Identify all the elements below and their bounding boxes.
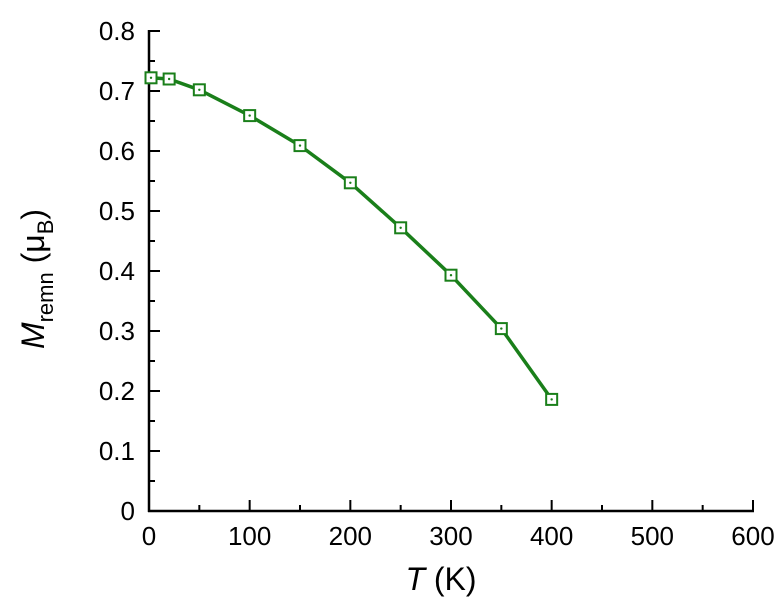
data-point-center <box>167 77 171 81</box>
x-axis-ticks: 0 100 200 300 400 500 600 <box>142 500 775 551</box>
y-axis-title: Mremn (μB) <box>15 209 58 349</box>
y-tick-label: 0.5 <box>99 196 135 226</box>
y-tick-label: 0.7 <box>99 76 135 106</box>
y-tick-label: 0.3 <box>99 316 135 346</box>
y-tick-label: 0 <box>121 496 135 526</box>
x-tick-label: 0 <box>142 521 156 551</box>
data-markers <box>144 71 559 406</box>
x-tick-label: 200 <box>329 521 372 551</box>
y-tick-label: 0.2 <box>99 376 135 406</box>
y-tick-label: 0.6 <box>99 136 135 166</box>
x-tick-label: 400 <box>530 521 573 551</box>
data-point-center <box>500 327 503 330</box>
y-tick-label: 0.1 <box>99 436 135 466</box>
data-point-center <box>349 181 352 184</box>
y-tick-label: 0.8 <box>99 16 135 46</box>
data-point-center <box>198 88 201 92</box>
x-tick-label: 300 <box>429 521 472 551</box>
data-point-center <box>298 144 302 147</box>
x-tick-label: 100 <box>228 521 271 551</box>
x-tick-label: 600 <box>731 521 774 551</box>
y-tick-label: 0.4 <box>99 256 135 286</box>
data-point-center <box>449 274 453 277</box>
y-axis-ticks: 0 0.1 0.2 0.3 0.4 0.5 0.6 0.7 0.8 <box>99 16 160 526</box>
series-line <box>149 76 554 402</box>
data-point-center <box>399 226 402 229</box>
data-point-center <box>248 114 251 117</box>
x-axis-title: T (K) <box>405 561 476 597</box>
x-tick-label: 500 <box>631 521 674 551</box>
data-point-center <box>149 76 153 80</box>
data-point-center <box>550 398 553 401</box>
